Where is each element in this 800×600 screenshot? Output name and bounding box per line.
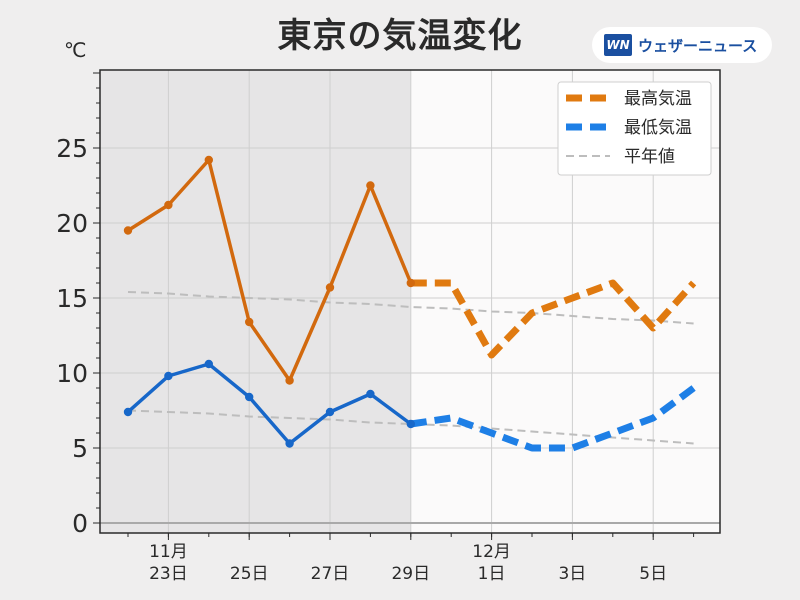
low-point: [285, 439, 294, 448]
y-tick-label: 10: [56, 359, 88, 388]
low-point: [204, 359, 213, 369]
x-tick-label: 25日: [230, 564, 269, 584]
low-point: [325, 407, 335, 417]
high-point: [164, 200, 173, 210]
y-axis-unit: ℃: [64, 38, 87, 62]
weathernews-logo-text: ウェザーニュース: [638, 37, 758, 55]
x-tick-label: 1日: [478, 564, 506, 584]
x-tick-label: 3日: [558, 564, 586, 584]
y-tick-label: 15: [56, 284, 88, 313]
high-forecast-line: [410, 279, 697, 359]
high-point: [123, 226, 133, 235]
x-tick-label: 29日: [391, 564, 430, 584]
low-point: [245, 392, 254, 402]
legend-label: 平年値: [624, 147, 675, 167]
x-tick-label: 12月: [472, 542, 511, 562]
low-point: [406, 419, 415, 429]
high-point: [325, 283, 335, 292]
legend-label: 最低気温: [624, 118, 692, 138]
legend-box: [557, 81, 712, 176]
plot-frame: [99, 69, 721, 534]
low-forecast-line: [410, 385, 696, 452]
high-point: [366, 181, 375, 190]
y-tick-label: 20: [56, 209, 88, 238]
legend-label: 最高気温: [624, 89, 692, 109]
low-point: [123, 407, 133, 417]
low-point: [366, 389, 375, 399]
observed-period-shading: [100, 70, 411, 533]
y-tick-label: 0: [72, 509, 88, 538]
weathernews-logo: WN ウェザーニュース: [592, 27, 772, 63]
high-point: [285, 376, 294, 385]
y-tick-label: 25: [56, 134, 88, 163]
low-observed-line: [126, 362, 412, 446]
high-point: [204, 155, 213, 165]
x-tick-label: 11月: [149, 542, 188, 562]
high-point: [245, 317, 254, 327]
chart-title: 東京の気温変化: [277, 16, 523, 56]
weathernews-logo-icon: WN: [604, 34, 632, 56]
x-tick-label: 5日: [639, 564, 667, 584]
y-tick-label: 5: [72, 434, 88, 463]
high-observed-line: [127, 158, 413, 383]
x-tick-label: 23日: [149, 564, 188, 584]
x-tick-label: 27日: [311, 564, 350, 584]
low-point: [164, 371, 173, 381]
high-point: [406, 278, 415, 288]
normal-temperature-line: [127, 291, 694, 325]
